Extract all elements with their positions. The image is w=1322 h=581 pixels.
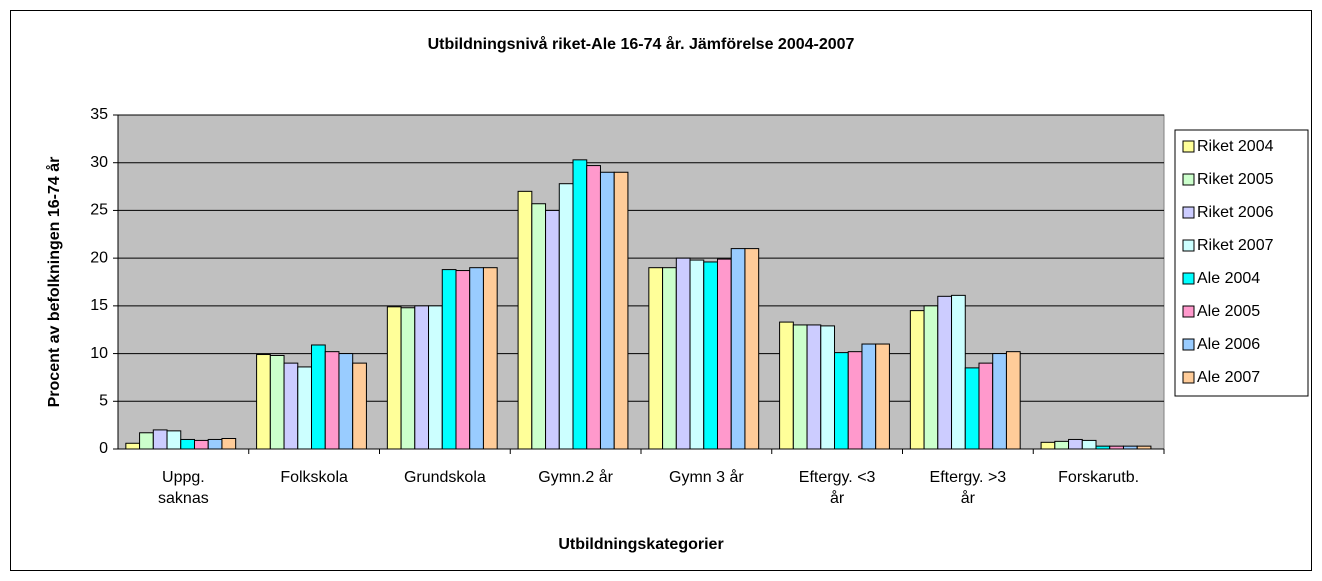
bar xyxy=(297,366,313,450)
x-tick-label: Eftergy. >3 år xyxy=(929,469,1007,507)
bar xyxy=(806,324,822,450)
legend-label: Riket 2007 xyxy=(1197,237,1274,254)
bar xyxy=(1054,440,1070,450)
legend-label: Ale 2004 xyxy=(1197,270,1260,287)
bar xyxy=(441,269,457,450)
bar xyxy=(428,305,443,450)
legend-label: Ale 2006 xyxy=(1197,336,1260,353)
bar xyxy=(847,351,863,450)
x-tick-label: Eftergy. <3 år xyxy=(798,469,876,507)
bar xyxy=(613,171,629,450)
legend-swatch xyxy=(1182,305,1195,318)
bar xyxy=(221,438,237,450)
bar xyxy=(744,248,760,450)
x-tick-label: Folkskola xyxy=(280,469,348,486)
bar xyxy=(1068,438,1083,450)
bar xyxy=(716,258,732,450)
bar xyxy=(1081,439,1097,450)
bar xyxy=(193,439,209,450)
legend-label: Ale 2007 xyxy=(1197,369,1260,386)
legend-swatch xyxy=(1182,371,1195,384)
y-tick-label: 15 xyxy=(90,297,108,314)
legend-swatch xyxy=(1182,239,1195,252)
y-axis-title: Procent av befolkningen 16-74 år xyxy=(45,157,63,408)
legend-swatch xyxy=(1182,206,1195,219)
bar xyxy=(834,352,849,450)
bar xyxy=(1040,441,1056,450)
bar xyxy=(139,432,154,450)
bar xyxy=(730,248,746,450)
legend-swatch xyxy=(1182,338,1195,351)
bar xyxy=(338,353,354,450)
bar xyxy=(482,267,498,450)
bar xyxy=(572,159,588,450)
bar xyxy=(599,171,615,450)
bar xyxy=(152,429,168,450)
bar xyxy=(455,270,471,450)
bar xyxy=(964,367,980,450)
bar xyxy=(324,351,340,450)
x-tick-label: Grundskola xyxy=(403,469,486,486)
bar xyxy=(166,430,182,450)
y-tick-label: 5 xyxy=(99,393,108,410)
bar xyxy=(648,267,664,450)
legend-swatch xyxy=(1182,272,1195,285)
bar xyxy=(951,294,966,450)
bar xyxy=(978,362,994,450)
bar xyxy=(662,267,677,450)
bar xyxy=(992,353,1007,450)
y-tick-label: 30 xyxy=(90,154,108,171)
y-tick-label: 25 xyxy=(90,202,108,219)
bar xyxy=(269,354,285,450)
bar xyxy=(792,324,808,450)
legend-label: Riket 2004 xyxy=(1197,138,1274,155)
bar xyxy=(820,325,836,450)
bar xyxy=(352,362,367,450)
legend-label: Riket 2005 xyxy=(1197,171,1274,188)
y-tick-label: 35 xyxy=(90,106,108,123)
bar xyxy=(703,261,718,450)
legend-label: Ale 2005 xyxy=(1197,303,1260,320)
bar xyxy=(180,438,195,450)
x-tick-label: Forskarutb. xyxy=(1058,469,1140,486)
bar xyxy=(256,354,271,450)
bar xyxy=(414,305,430,450)
x-tick-label: Gymn.2 år xyxy=(538,469,613,486)
x-tick-label: Gymn 3 år xyxy=(669,469,744,486)
legend-swatch xyxy=(1182,173,1195,186)
bar xyxy=(125,442,141,450)
bar xyxy=(558,183,574,450)
bar xyxy=(311,344,326,450)
bar xyxy=(875,343,890,450)
bar xyxy=(469,267,484,450)
bar xyxy=(400,307,416,450)
bar xyxy=(1005,351,1021,450)
bar xyxy=(586,165,601,450)
legend-swatch xyxy=(1182,140,1195,153)
legend-box xyxy=(1174,129,1309,397)
legend-label: Riket 2006 xyxy=(1197,204,1274,221)
bar xyxy=(283,362,299,450)
bar xyxy=(675,257,691,450)
bar xyxy=(207,438,223,450)
bar xyxy=(517,190,533,450)
y-tick-label: 20 xyxy=(90,249,108,266)
bar xyxy=(861,343,877,450)
bar xyxy=(531,203,547,450)
bar xyxy=(779,321,794,450)
x-axis-title: Utbildningskategorier xyxy=(558,536,723,553)
y-tick-label: 10 xyxy=(90,345,108,362)
bar xyxy=(909,310,925,450)
bar xyxy=(937,295,953,450)
chart-title: Utbildningsnivå riket-Ale 16-74 år. Jämf… xyxy=(428,35,855,53)
y-tick-label: 0 xyxy=(99,440,108,457)
bar xyxy=(923,305,939,450)
bar xyxy=(545,209,560,450)
bar xyxy=(386,306,402,450)
bar xyxy=(689,259,705,450)
x-tick-label: Uppg. saknas xyxy=(158,469,209,507)
